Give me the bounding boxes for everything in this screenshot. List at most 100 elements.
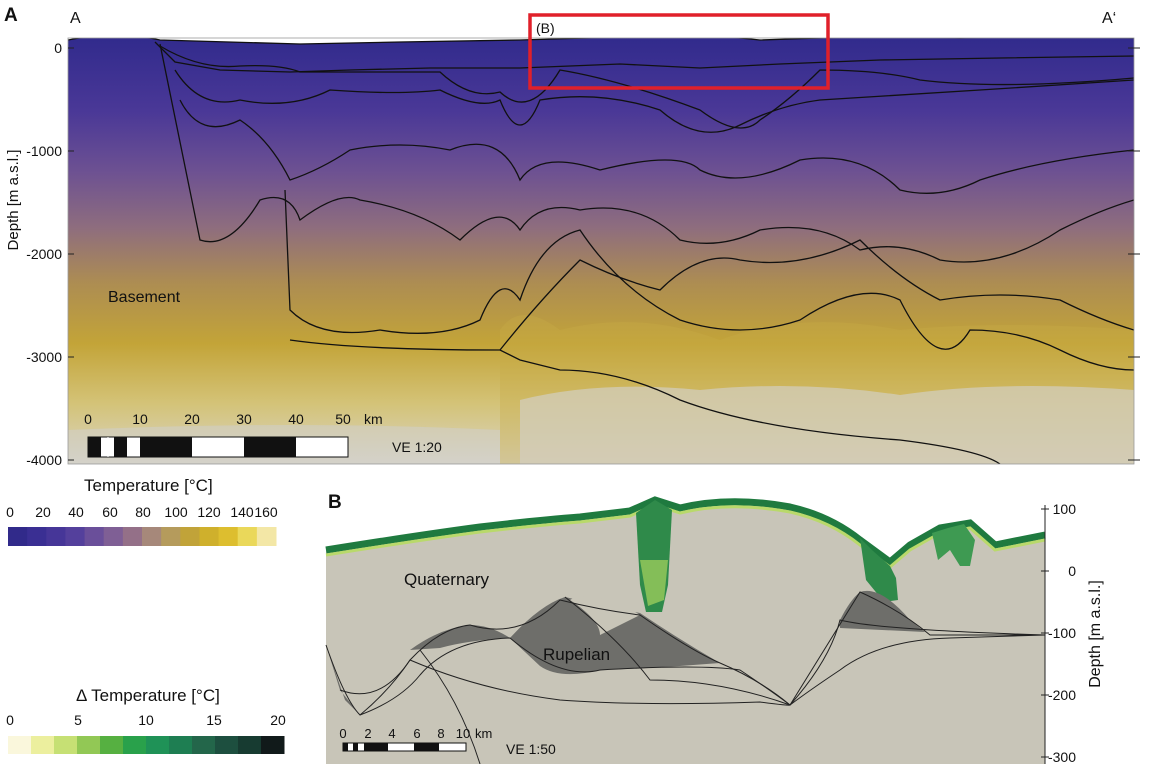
temperature-cross-section (68, 38, 1134, 464)
y-tick-label: -3000 (26, 349, 62, 365)
temp-tick: 20 (35, 504, 51, 520)
b-y-tick-label: 100 (1053, 501, 1077, 517)
temperature-color-swatch (237, 527, 258, 546)
delta-tick: 5 (74, 712, 82, 728)
b-y-tick-label: -300 (1048, 749, 1076, 764)
temp-tick: 0 (6, 504, 14, 520)
panel-a-letter: A (4, 5, 18, 26)
temperature-field (68, 38, 1134, 464)
delta-surface-layer (325, 496, 1046, 567)
b-scale-unit: km (475, 726, 492, 741)
scale-tick-label: 30 (236, 411, 252, 427)
b-scale-tick: 4 (388, 726, 395, 741)
b-scale-tick: 10 (456, 726, 470, 741)
b-y-tick-label: 0 (1068, 563, 1076, 579)
delta-tick: 20 (270, 712, 286, 728)
temperature-color-swatch (218, 527, 239, 546)
y-axis-title: Depth [m a.s.l.] (5, 150, 22, 251)
b-scale-tick: 8 (437, 726, 444, 741)
delta-color-swatch (54, 736, 78, 754)
temperature-color-swatch (142, 527, 162, 546)
temperature-colorbar (8, 527, 277, 546)
basement-label: Basement (108, 289, 181, 306)
delta-plume-3 (932, 524, 975, 566)
delta-tick: 0 (6, 712, 14, 728)
delta-color-swatch (238, 736, 262, 754)
delta-temperature-colorbar (8, 736, 285, 754)
scale-tick-label: 20 (184, 411, 200, 427)
delta-color-swatch (123, 736, 147, 754)
y-tick-label: -4000 (26, 452, 62, 468)
temperature-color-swatch (84, 527, 105, 546)
temperature-legend-title: Temperature [°C] (84, 476, 213, 495)
delta-plume-1-edge (640, 560, 668, 606)
b-scale-tick: 2 (364, 726, 371, 741)
quaternary-label: Quaternary (404, 570, 490, 589)
delta-legend-title: Δ Temperature [°C] (76, 686, 220, 705)
temp-tick: 120 (197, 504, 221, 520)
panel-a-y-ticks (68, 47, 1140, 461)
rupelian-label: Rupelian (543, 645, 610, 664)
delta-color-swatch (77, 736, 101, 754)
delta-plume-2 (860, 538, 898, 602)
section-end-label: A‘ (1102, 10, 1116, 27)
temperature-color-swatch (27, 527, 47, 546)
vertical-exaggeration-a: VE 1:20 (392, 439, 442, 455)
stratigraphic-horizons (68, 38, 1134, 464)
scale-tick-label: 10 (132, 411, 148, 427)
scale-bar-b (342, 742, 467, 752)
y-tick-label: 0 (54, 40, 62, 56)
delta-color-swatch (146, 736, 170, 754)
b-y-axis-title: Depth [m a.s.l.] (1087, 580, 1104, 688)
hot-zone (520, 386, 1134, 464)
temperature-color-swatch (180, 527, 200, 546)
zoomed-cross-section (325, 496, 1046, 764)
panel-a-frame (67, 37, 1135, 465)
temp-tick: 80 (135, 504, 151, 520)
temperature-color-swatch (103, 527, 124, 546)
scale-tick-label: 50 (335, 411, 351, 427)
temperature-color-swatch (256, 527, 277, 546)
inset-b-box (528, 13, 830, 90)
temperature-color-swatch (122, 527, 143, 546)
rupelian-body-2 (840, 590, 925, 632)
panel-b-letter: B (328, 492, 342, 513)
delta-color-swatch (261, 736, 285, 754)
temperature-color-swatch (65, 527, 86, 546)
y-tick-label: -1000 (26, 143, 62, 159)
temp-tick: 100 (164, 504, 188, 520)
scale-unit: km (364, 411, 383, 427)
temperature-color-swatch (46, 527, 66, 546)
delta-tick: 10 (138, 712, 154, 728)
temperature-color-swatch (8, 527, 28, 546)
delta-color-swatch (31, 736, 55, 754)
b-scale-tick: 6 (413, 726, 420, 741)
y-tick-label: -2000 (26, 246, 62, 262)
temp-tick: 160 (254, 504, 278, 520)
delta-color-swatch (215, 736, 239, 754)
temp-tick: 140 (230, 504, 254, 520)
section-start-label: A (70, 10, 81, 27)
scale-tick-label: 40 (288, 411, 304, 427)
rupelian-body-4 (410, 625, 510, 650)
rupelian-body-1 (510, 597, 720, 675)
scale-bar-a (87, 436, 349, 458)
inset-b-marker: (B) (536, 20, 555, 36)
panel-b-y-ticks (1041, 505, 1049, 764)
delta-color-swatch (100, 736, 124, 754)
delta-color-swatch (192, 736, 216, 754)
temperature-color-swatch (161, 527, 181, 546)
b-y-tick-label: -100 (1048, 625, 1076, 641)
vertical-exaggeration-b: VE 1:50 (506, 741, 556, 757)
scale-tick-label: 0 (84, 411, 92, 427)
temp-tick: 40 (68, 504, 84, 520)
temp-tick: 60 (102, 504, 118, 520)
temperature-color-swatch (199, 527, 220, 546)
delta-tick: 15 (206, 712, 222, 728)
delta-color-swatch (8, 736, 32, 754)
delta-color-swatch (169, 736, 193, 754)
b-y-tick-label: -200 (1048, 687, 1076, 703)
b-scale-tick: 0 (339, 726, 346, 741)
panel-b-horizons (325, 591, 1046, 764)
